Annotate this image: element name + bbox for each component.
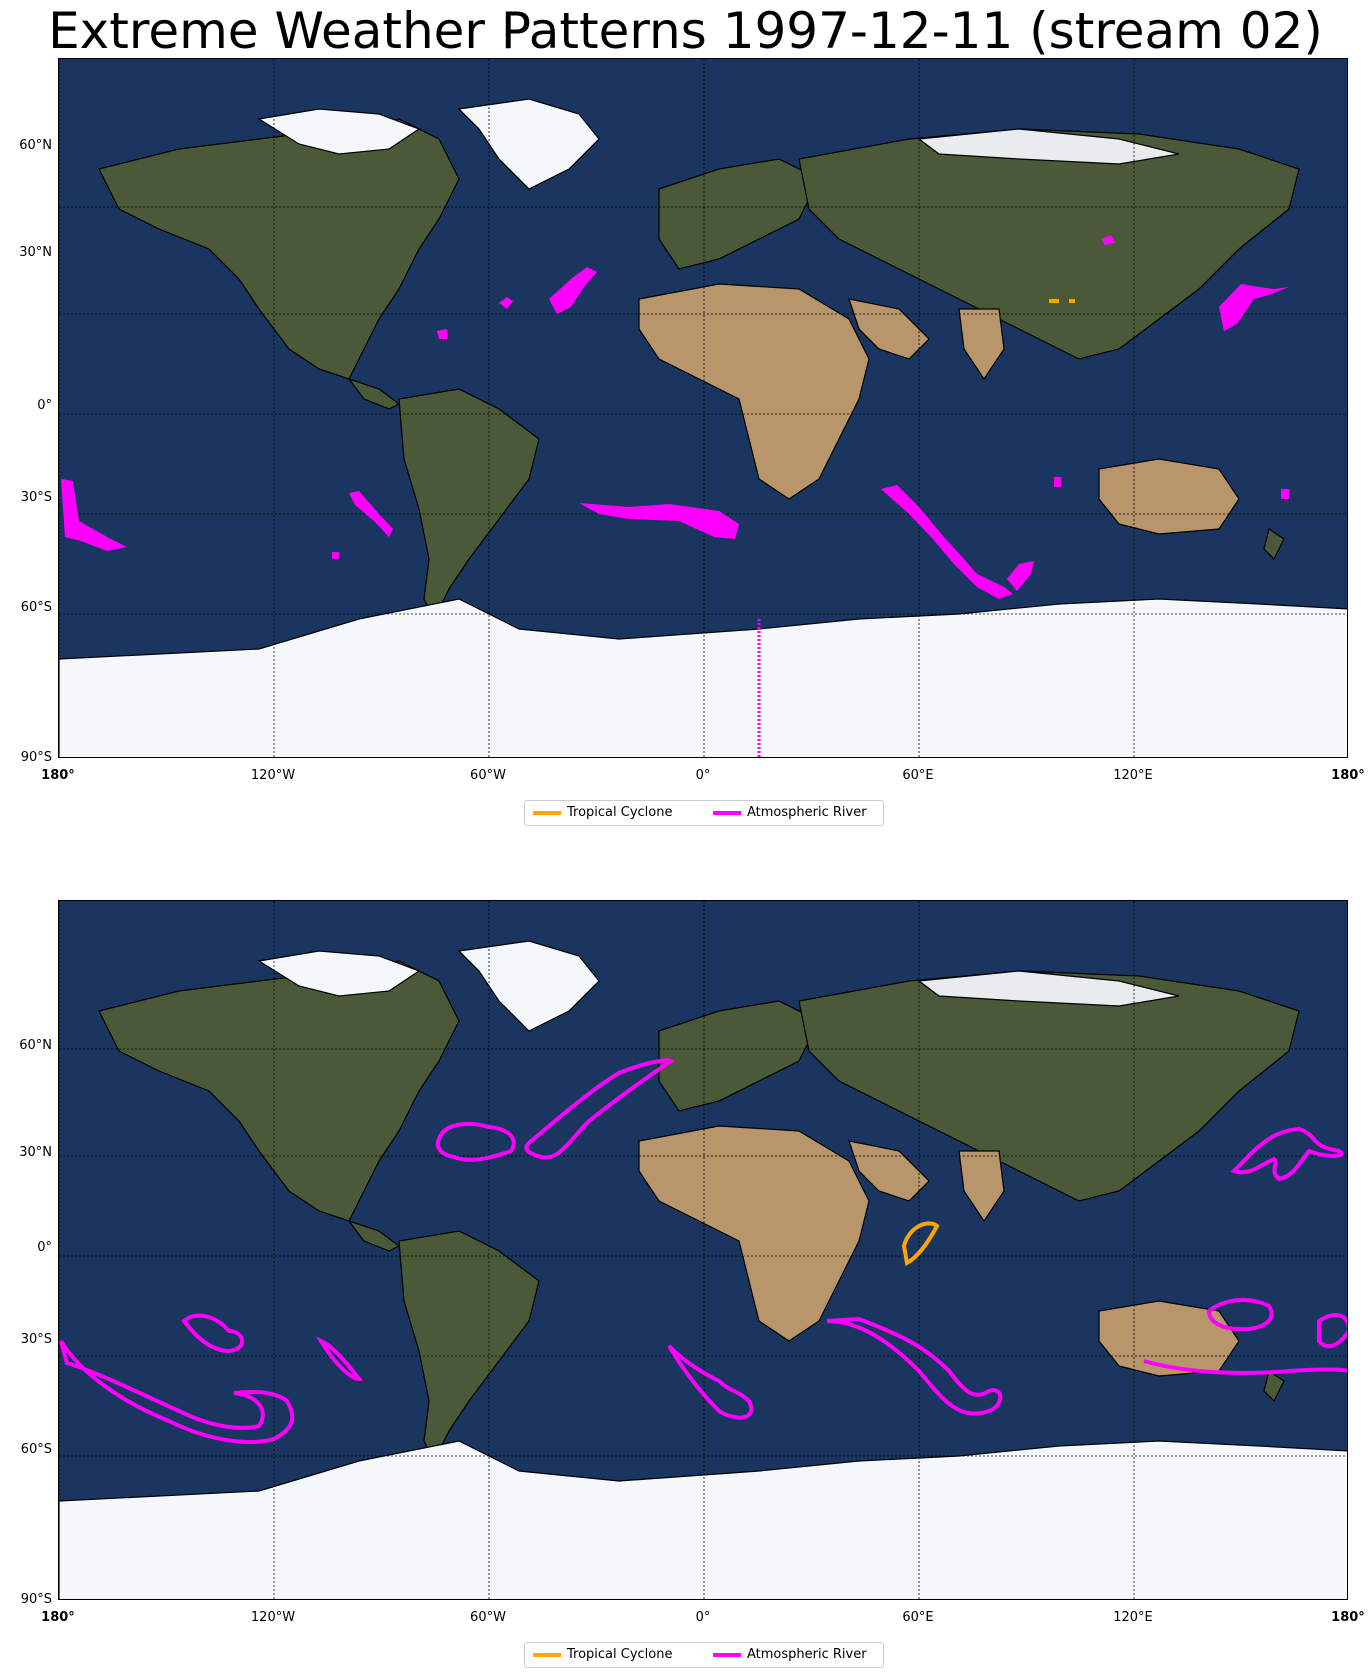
atmospheric-river-swatch: [713, 810, 741, 815]
lon-label: 60°E: [902, 768, 934, 783]
ar-contour: [1206, 1298, 1274, 1332]
lat-label: 0°: [37, 1240, 52, 1255]
ar-region: [579, 503, 739, 539]
europe: [658, 1000, 820, 1112]
atmospheric-river-swatch: [713, 1652, 741, 1657]
legend-item-tropical-cyclone: Tropical Cyclone: [533, 805, 673, 820]
ar-region: [549, 267, 597, 314]
siberia-snow: [917, 128, 1180, 165]
lon-label: 180°: [1331, 768, 1365, 783]
ar-region: [499, 297, 513, 309]
asia: [798, 128, 1300, 360]
map-canvas-bottom: [59, 901, 1347, 1599]
legend-item-tropical-cyclone: Tropical Cyclone: [533, 1647, 673, 1662]
legend-label: Atmospheric River: [747, 805, 867, 820]
lon-label: 60°W: [470, 768, 506, 783]
lon-label: 0°: [695, 1610, 711, 1625]
ar-region: [1054, 477, 1061, 487]
map-canvas-top: [59, 59, 1347, 757]
lon-label: 180°: [41, 1610, 75, 1625]
lat-label: 60°N: [19, 1038, 52, 1053]
lat-label: 60°S: [20, 600, 52, 615]
ar-contour: [181, 1313, 245, 1354]
legend-bottom: Tropical Cyclone Atmospheric River: [524, 1642, 884, 1668]
canada-ice: [257, 108, 421, 155]
central-america: [347, 1219, 401, 1252]
legend-label: Tropical Cyclone: [567, 805, 673, 820]
ar-contour: [667, 1344, 754, 1420]
lon-label: 180°: [41, 768, 75, 783]
ar-region: [437, 329, 447, 339]
tropical-cyclone-swatch: [533, 1652, 561, 1657]
new-zealand: [1263, 528, 1285, 561]
lat-label: 30°N: [19, 245, 52, 260]
lon-label: 120°W: [250, 1610, 296, 1625]
lat-label: 0°: [37, 398, 52, 413]
lat-label: 90°S: [20, 1592, 52, 1607]
antarctica: [59, 1440, 1347, 1599]
lon-label: 60°W: [470, 1610, 506, 1625]
lon-label: 0°: [695, 768, 711, 783]
legend-item-atmospheric-river: Atmospheric River: [713, 1647, 867, 1662]
lon-label: 60°E: [902, 1610, 934, 1625]
canada-ice: [257, 950, 421, 997]
lat-label: 90°S: [20, 750, 52, 765]
lon-label: 120°E: [1113, 768, 1153, 783]
legend-label: Tropical Cyclone: [567, 1647, 673, 1662]
siberia-snow: [917, 970, 1180, 1007]
legend-top: Tropical Cyclone Atmospheric River: [524, 800, 884, 826]
legend-label: Atmospheric River: [747, 1647, 867, 1662]
ar-contour: [901, 1221, 940, 1267]
ar-region: [349, 491, 393, 537]
africa: [638, 1125, 870, 1342]
australia: [1098, 458, 1240, 535]
africa: [638, 283, 870, 500]
india: [958, 1150, 1005, 1223]
ar-region: [1007, 561, 1034, 591]
india: [958, 308, 1005, 381]
legend-item-atmospheric-river: Atmospheric River: [713, 805, 867, 820]
tc-region: [1049, 299, 1059, 303]
antarctica: [59, 598, 1347, 757]
ar-contour: [1317, 1313, 1347, 1349]
lat-label: 30°S: [20, 1332, 52, 1347]
ar-region: [1281, 489, 1289, 499]
page-title: Extreme Weather Patterns 1997-12-11 (str…: [48, 2, 1323, 60]
ar-contour: [59, 1339, 295, 1444]
lon-label: 120°W: [250, 768, 296, 783]
ar-region: [1219, 284, 1289, 331]
ar-region: [61, 479, 127, 551]
tropical-cyclone-swatch: [533, 810, 561, 815]
ar-region: [1101, 235, 1115, 245]
central-america: [347, 377, 401, 410]
greenland: [457, 940, 600, 1032]
ar-contour: [1143, 1359, 1347, 1375]
south-america: [398, 1230, 540, 1463]
new-zealand: [1263, 1370, 1285, 1403]
europe: [658, 158, 820, 270]
detections-bottom: [59, 1058, 1347, 1444]
ar-contour: [1230, 1126, 1344, 1182]
tc-region: [1069, 299, 1075, 303]
asia: [798, 970, 1300, 1202]
south-america: [398, 388, 540, 621]
lat-label: 30°N: [19, 1145, 52, 1160]
map-panel-top: [58, 58, 1348, 758]
map-panel-bottom: [58, 900, 1348, 1600]
lon-label: 120°E: [1113, 1610, 1153, 1625]
ar-contour: [316, 1336, 364, 1382]
lat-label: 60°N: [19, 138, 52, 153]
detections-top: [61, 235, 1289, 757]
ar-region: [881, 485, 1013, 599]
lat-label: 60°S: [20, 1442, 52, 1457]
greenland: [457, 98, 600, 190]
lat-label: 30°S: [20, 490, 52, 505]
ar-region: [332, 552, 339, 559]
ar-contour: [524, 1058, 675, 1160]
australia: [1098, 1300, 1240, 1377]
lon-label: 180°: [1331, 1610, 1365, 1625]
ar-contour: [826, 1316, 1003, 1416]
ar-contour: [435, 1121, 516, 1162]
